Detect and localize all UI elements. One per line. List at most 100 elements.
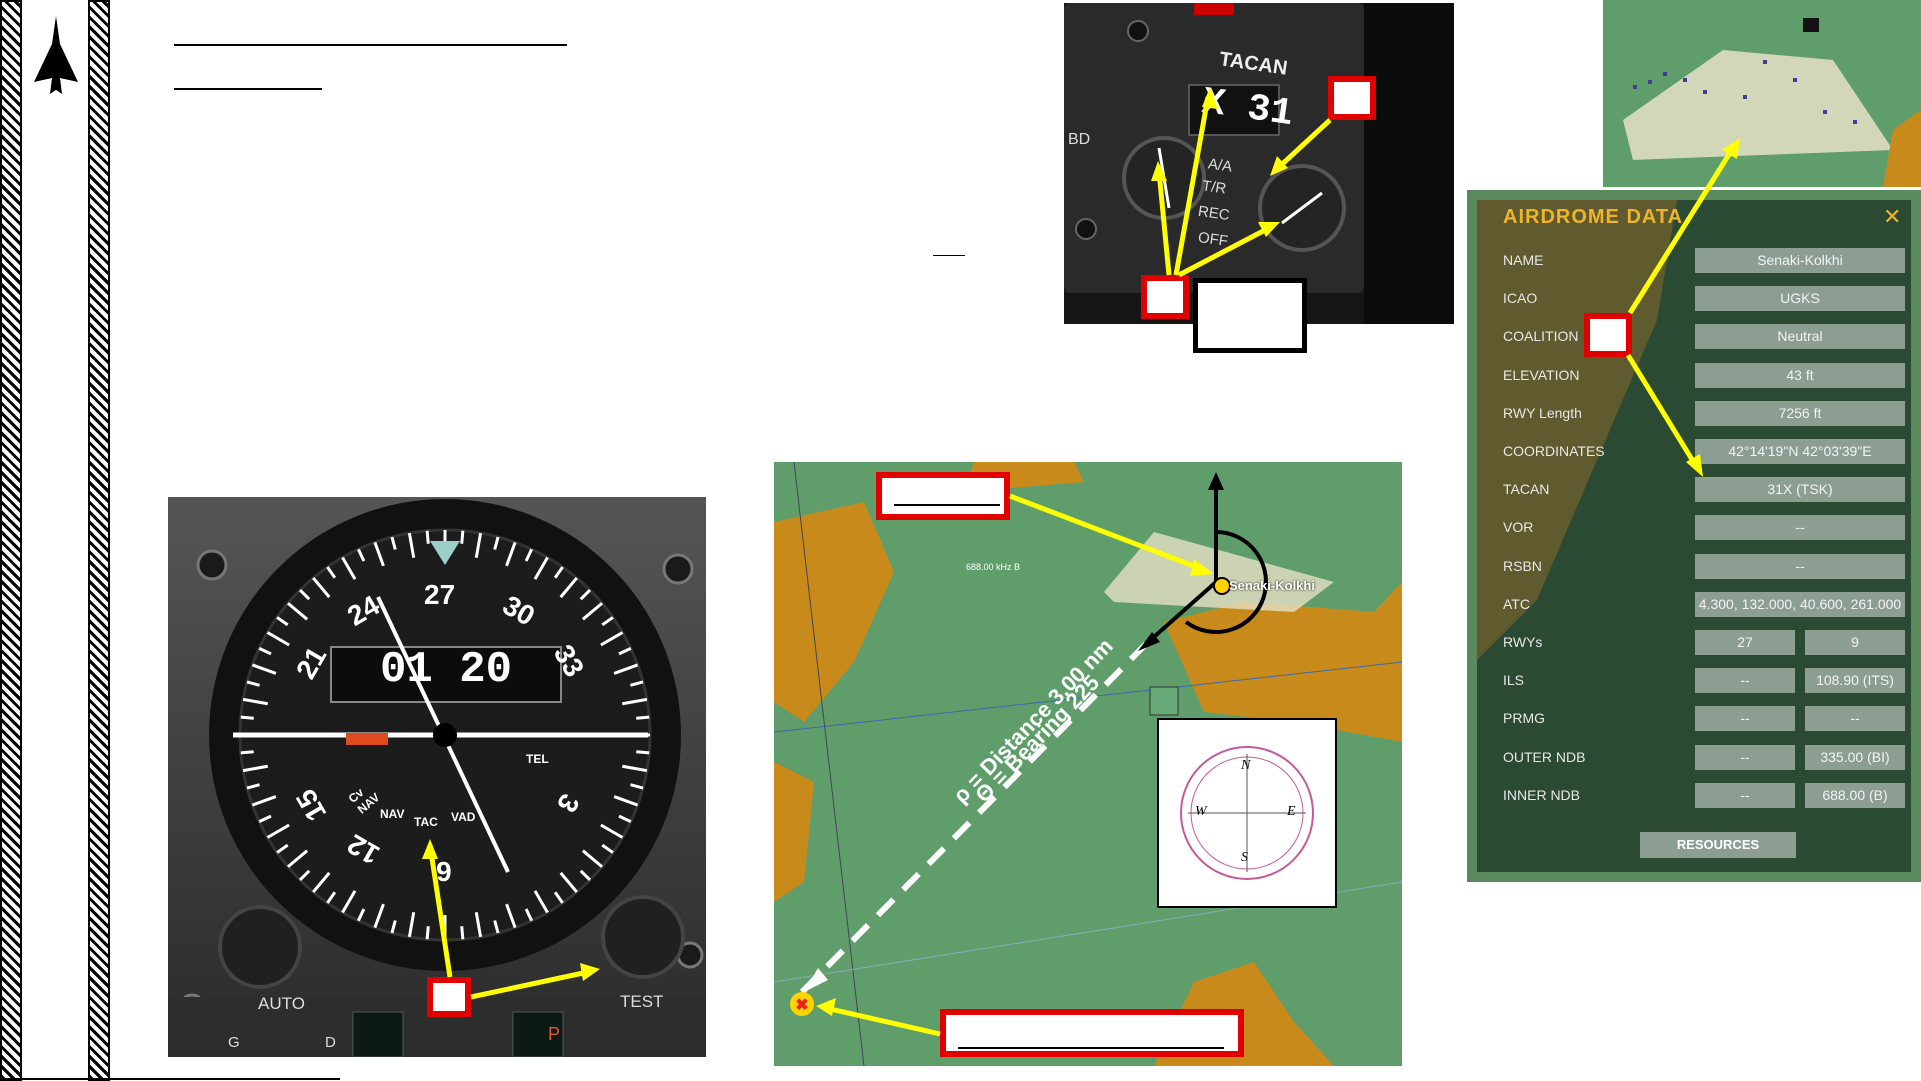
compass-tick (579, 588, 592, 601)
svg-text:✖: ✖ (795, 997, 808, 1014)
airdrome-row-label: RWYs (1503, 634, 1543, 650)
airdrome-row-label: PRMG (1503, 710, 1545, 727)
airdrome-row-value: UGKS (1695, 286, 1905, 312)
small-underline (933, 255, 965, 256)
airdrome-row-value: -- (1695, 668, 1795, 694)
compass-tick (579, 869, 592, 882)
map-airfield-name: Senaki-Kolkhi (1229, 578, 1315, 593)
compass-tick (258, 814, 272, 823)
compass-tick (425, 926, 430, 940)
compass-tick (559, 576, 578, 599)
compass-tick (326, 566, 337, 579)
airdrome-row-value: 42°14'19"N 42°03'39"E (1695, 439, 1905, 464)
airdrome-row-value: 43 ft (1695, 362, 1905, 388)
airdrome-row-label: NAME (1503, 252, 1544, 268)
airdrome-row-value: Senaki-Kolkhi (1695, 248, 1905, 273)
airdrome-row-value: -- (1695, 515, 1905, 541)
compass-tick (425, 530, 430, 544)
airdrome-row-label: ELEVATION (1503, 366, 1580, 383)
heading-digits: 01 20 (379, 645, 513, 695)
compass-tick (357, 548, 366, 562)
compass-tick (266, 823, 290, 839)
compass-tick (505, 903, 517, 929)
map-callout-top (876, 472, 1010, 520)
compass-label-27: 27 (424, 579, 456, 610)
compass-tick (286, 849, 309, 868)
airdrome-row-label: COALITION (1503, 328, 1579, 345)
compass-tick (312, 871, 331, 894)
sidebar-hatch-left (0, 0, 22, 1081)
compass-tick (493, 920, 500, 934)
airdrome-row-value: -- (1695, 782, 1795, 808)
compass-rose-inset: N S E W (1157, 718, 1337, 908)
compass-tick (601, 616, 614, 627)
bottom-label-d: D (325, 1034, 336, 1051)
compass-tick (240, 750, 254, 755)
compass-tick (460, 530, 465, 544)
compass-tick (298, 588, 311, 601)
airdrome-data-panel: AIRDROME DATA ✕ NAME Senaki-Kolkhi ICAO UGK… (1467, 190, 1921, 882)
airdrome-row-label: INNER NDB (1503, 786, 1581, 803)
compass-tick (600, 631, 624, 647)
airdrome-row-label: OUTER NDB (1503, 748, 1586, 765)
compass-tick (407, 532, 416, 558)
tacan-panel-photo: TACAN X 31 A/A T/R REC OFF BD (1064, 3, 1454, 324)
compass-tick (601, 843, 614, 854)
bottom-rule (0, 1078, 340, 1080)
compass-tick (390, 920, 397, 934)
compass-tick (581, 849, 604, 868)
hsi-instrument-photo: 01 20 N 27 30 33 24 21 W 15 12 6 3 Cv NA… (168, 497, 706, 1057)
compass-tick (242, 764, 268, 773)
airdrome-row-label: ILS (1503, 672, 1525, 689)
compass-tick (505, 541, 517, 567)
compass-tick (474, 912, 483, 938)
compass-tick (276, 616, 289, 627)
mode-label-nav: NAV (380, 807, 405, 821)
airdrome-title: AIRDROME DATA (1503, 206, 1684, 228)
mode-label-tel: TEL (526, 752, 549, 766)
close-icon[interactable]: ✕ (1883, 204, 1902, 229)
tacan-side-label: BD (1068, 131, 1091, 148)
airdrome-row-label: COORDINATES (1503, 443, 1605, 459)
rose-w: W (1195, 804, 1207, 819)
airdrome-row-value: 27 (1695, 630, 1795, 655)
compass-tick (524, 548, 533, 562)
mode-label-vad: VAD (451, 810, 476, 824)
airdrome-row-value: -- (1695, 706, 1795, 732)
airdrome-callout-box (1584, 313, 1632, 357)
compass-tick (390, 536, 397, 550)
subtitle-underline (174, 88, 322, 90)
title-underline (174, 44, 567, 46)
compass-tick (613, 663, 639, 675)
compass-tick (622, 697, 648, 706)
airdrome-row-label: TACAN (1503, 481, 1550, 498)
sidebar-hatch-right (88, 0, 110, 1081)
compass-tick (341, 556, 357, 580)
compass-tick (618, 647, 632, 656)
compass-tick (622, 764, 648, 773)
resources-button[interactable]: RESOURCES (1640, 832, 1796, 858)
compass-tick (553, 566, 564, 579)
airdrome-row-value: 108.90 (ITS) (1805, 668, 1905, 694)
map-callout-top-underline (894, 504, 1000, 506)
compass-tick (298, 869, 311, 882)
compass-tick (246, 680, 260, 687)
airdrome-row-value: -- (1695, 553, 1905, 579)
compass-tick (251, 795, 277, 807)
compass-tick (251, 663, 277, 675)
compass-tick (630, 680, 644, 687)
compass-tick (373, 541, 385, 567)
compass-tick (266, 631, 290, 647)
tacan-callout-top (1328, 76, 1376, 120)
compass-tick (533, 890, 549, 914)
rose-n: N (1241, 758, 1251, 773)
airdrome-row-value: 688.00 (B) (1805, 782, 1905, 808)
compass-tick (460, 926, 465, 940)
compass-tick (341, 890, 357, 914)
tacan-callout-arrows (1151, 87, 1332, 278)
compass-tick (613, 795, 639, 807)
mode-label-tac: TAC (414, 815, 438, 829)
compass-tick (258, 647, 272, 656)
compass-tick (276, 843, 289, 854)
tacan-note-box (1193, 278, 1307, 353)
